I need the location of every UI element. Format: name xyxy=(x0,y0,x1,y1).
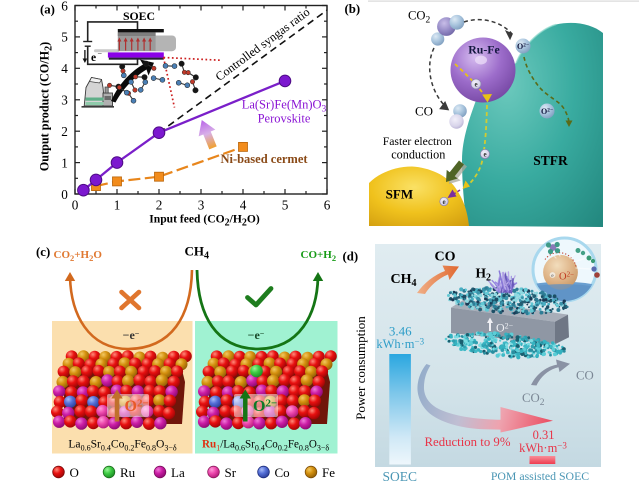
svg-text:Co: Co xyxy=(275,465,290,480)
svg-text:Ni-based cermet: Ni-based cermet xyxy=(220,152,308,166)
svg-text:CO2+H2O: CO2+H2O xyxy=(54,249,103,263)
svg-text:La(Sr)Fe(Mn)O3: La(Sr)Fe(Mn)O3 xyxy=(242,98,327,115)
svg-text:CO2: CO2 xyxy=(522,391,545,408)
svg-text:3: 3 xyxy=(61,93,68,108)
svg-text:e: e xyxy=(442,198,445,206)
svg-text:2: 2 xyxy=(61,124,68,139)
svg-text:Input feed (CO2/H2O): Input feed (CO2/H2O) xyxy=(149,213,260,229)
svg-text:POM assisted SOEC: POM assisted SOEC xyxy=(491,469,589,483)
svg-text:Perovskite: Perovskite xyxy=(258,112,311,126)
svg-text:5: 5 xyxy=(61,30,68,45)
svg-text:Ru-Fe: Ru-Fe xyxy=(468,43,499,57)
svg-text:CO: CO xyxy=(435,250,456,265)
svg-text:0: 0 xyxy=(61,187,68,202)
svg-text:Output product (CO/H2): Output product (CO/H2) xyxy=(38,42,55,171)
svg-text:STFR: STFR xyxy=(533,153,568,168)
svg-text:La: La xyxy=(171,465,185,480)
svg-text:CH4: CH4 xyxy=(185,244,210,262)
svg-text:CO2: CO2 xyxy=(408,9,431,26)
svg-text:e: e xyxy=(474,81,477,89)
svg-text:(b): (b) xyxy=(345,2,361,16)
svg-text:0: 0 xyxy=(72,198,79,213)
svg-text:Sr: Sr xyxy=(225,465,237,480)
svg-text:conduction: conduction xyxy=(391,148,445,162)
svg-text:3.46: 3.46 xyxy=(389,324,412,339)
svg-text:(d): (d) xyxy=(343,250,359,264)
svg-text:CO: CO xyxy=(576,369,594,383)
svg-text:SOEC: SOEC xyxy=(123,9,155,23)
svg-text:−: − xyxy=(98,49,103,58)
svg-text:2: 2 xyxy=(156,198,163,213)
svg-text:Ru: Ru xyxy=(120,465,136,480)
svg-text:e: e xyxy=(91,52,96,64)
svg-text:(c): (c) xyxy=(36,245,50,259)
svg-text:1: 1 xyxy=(114,198,121,213)
svg-text:SFM: SFM xyxy=(386,186,413,201)
svg-text:Controlled syngas ratio: Controlled syngas ratio xyxy=(213,5,313,84)
svg-text:SOEC: SOEC xyxy=(382,469,417,484)
svg-text:6: 6 xyxy=(61,0,68,13)
svg-text:O2−: O2− xyxy=(541,107,553,116)
svg-text:6: 6 xyxy=(324,198,331,213)
svg-text:4: 4 xyxy=(240,198,247,213)
svg-text:CO+H2: CO+H2 xyxy=(301,249,337,263)
svg-text:e: e xyxy=(483,151,486,159)
svg-text:4: 4 xyxy=(61,61,68,76)
svg-text:CO: CO xyxy=(415,104,433,119)
svg-text:O: O xyxy=(70,465,79,480)
svg-text:kWh·m−3: kWh·m−3 xyxy=(519,441,567,456)
svg-text:5: 5 xyxy=(282,198,289,213)
svg-text:Fe: Fe xyxy=(322,465,335,480)
svg-text:1: 1 xyxy=(61,155,68,170)
svg-text:Ru1/La0.6Sr0.4Co0.2Fe0.8O3−δ: Ru1/La0.6Sr0.4Co0.2Fe0.8O3−δ xyxy=(202,439,329,453)
svg-text:0.31: 0.31 xyxy=(533,428,555,442)
svg-text:3: 3 xyxy=(198,198,205,213)
svg-text:Power consumption: Power consumption xyxy=(353,316,368,420)
svg-text:Faster electron: Faster electron xyxy=(383,135,452,148)
svg-text:e: e xyxy=(551,273,554,279)
svg-text:(a): (a) xyxy=(40,3,55,17)
svg-text:Reduction to 9%: Reduction to 9% xyxy=(424,435,510,449)
svg-text:kWh·m−3: kWh·m−3 xyxy=(376,337,424,352)
svg-text:CH4: CH4 xyxy=(391,272,417,289)
svg-text:O2−: O2− xyxy=(517,42,529,51)
